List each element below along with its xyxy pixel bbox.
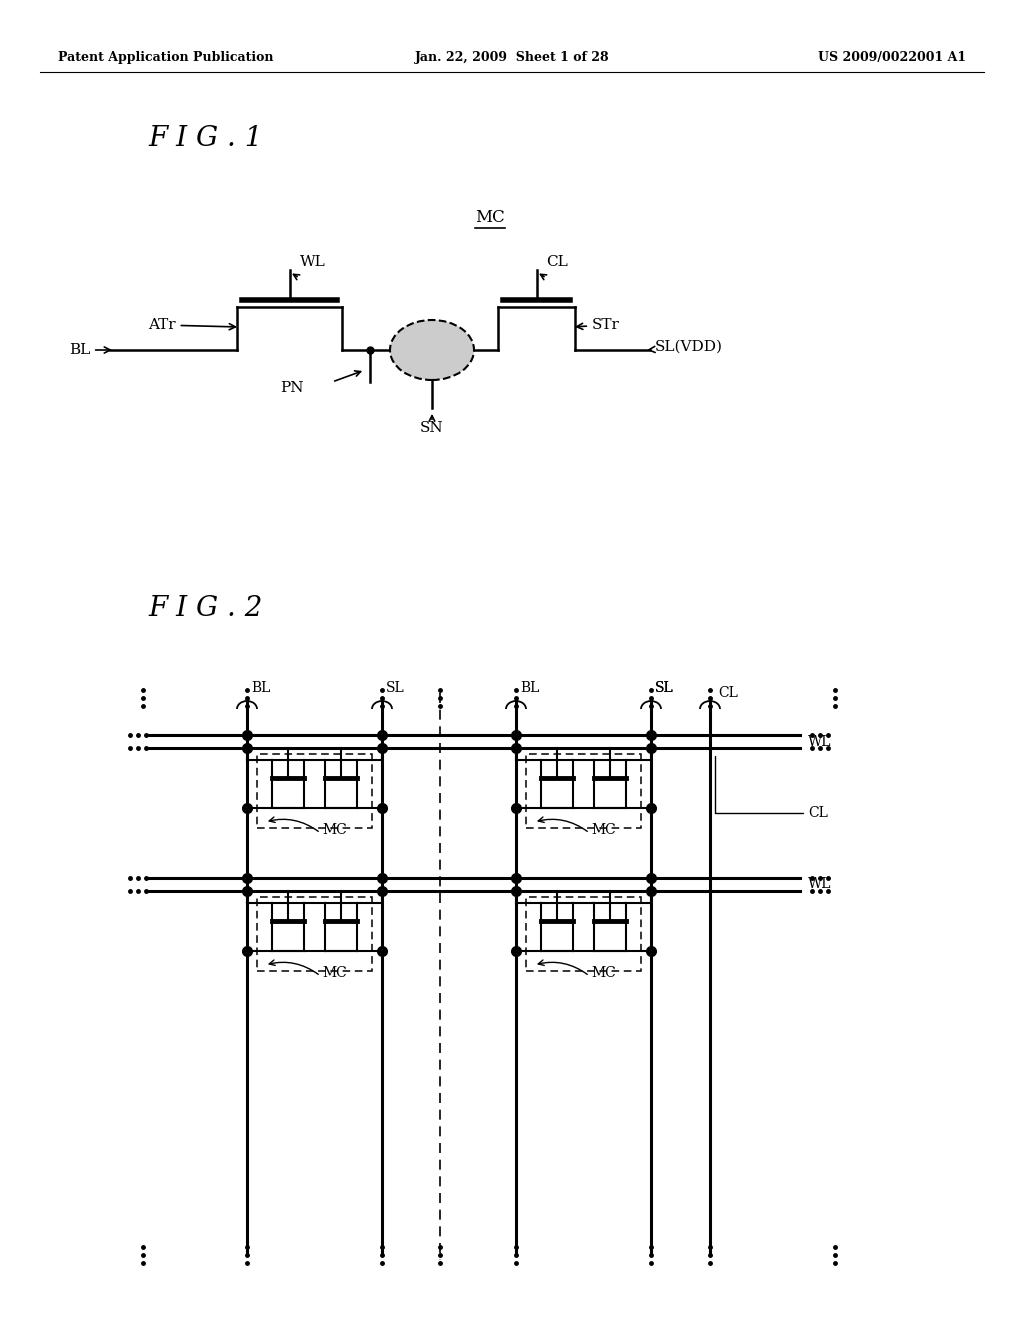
Text: Jan. 22, 2009  Sheet 1 of 28: Jan. 22, 2009 Sheet 1 of 28 bbox=[415, 51, 609, 65]
Text: MC: MC bbox=[592, 824, 616, 837]
Text: Patent Application Publication: Patent Application Publication bbox=[58, 51, 273, 65]
Text: MC: MC bbox=[323, 966, 347, 979]
Text: WL: WL bbox=[808, 734, 831, 748]
Text: ATr: ATr bbox=[148, 318, 236, 333]
Bar bbox=[526, 754, 641, 828]
Text: STr: STr bbox=[577, 318, 620, 333]
Text: WL: WL bbox=[299, 255, 326, 269]
Bar bbox=[257, 898, 372, 972]
Text: SL: SL bbox=[655, 681, 674, 696]
Text: SL: SL bbox=[386, 681, 404, 696]
Text: F I G . 2: F I G . 2 bbox=[148, 594, 262, 622]
Text: CL: CL bbox=[718, 686, 738, 700]
Bar bbox=[526, 898, 641, 972]
Text: MC: MC bbox=[592, 966, 616, 979]
Text: F I G . 1: F I G . 1 bbox=[148, 124, 262, 152]
Text: SL(VDD): SL(VDD) bbox=[648, 341, 723, 354]
Text: BL: BL bbox=[251, 681, 270, 696]
Text: PN: PN bbox=[281, 381, 304, 395]
Text: US 2009/0022001 A1: US 2009/0022001 A1 bbox=[818, 51, 966, 65]
Text: BL: BL bbox=[520, 681, 540, 696]
Text: BL: BL bbox=[69, 343, 111, 356]
Bar bbox=[257, 754, 372, 828]
Text: MC: MC bbox=[475, 210, 505, 227]
Text: MC: MC bbox=[323, 824, 347, 837]
Text: WL: WL bbox=[808, 878, 831, 891]
Text: CL: CL bbox=[547, 255, 568, 269]
Text: SN: SN bbox=[420, 421, 443, 436]
Text: SL: SL bbox=[655, 681, 674, 696]
Ellipse shape bbox=[390, 319, 474, 380]
Text: CL: CL bbox=[808, 807, 827, 820]
